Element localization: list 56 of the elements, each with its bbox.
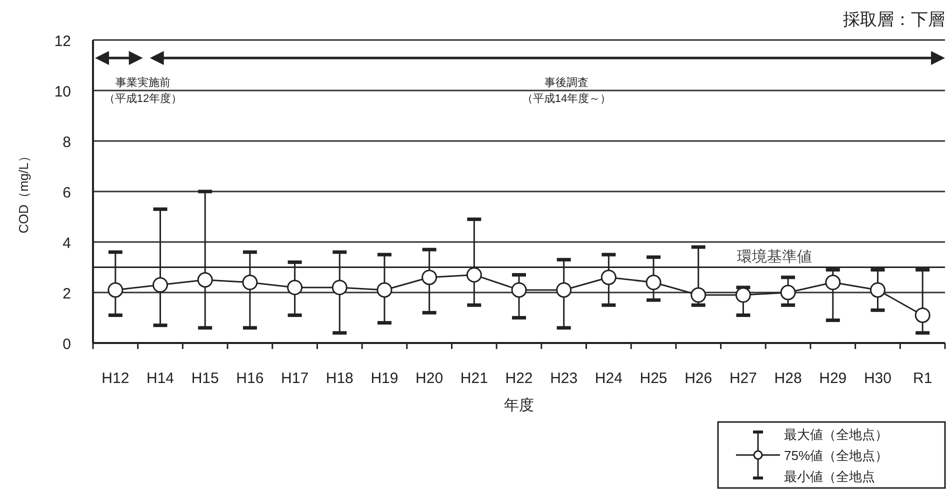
x-tick-label: H21	[460, 370, 488, 387]
y-tick-label: 8	[62, 134, 71, 151]
chart-title: 採取層：下層	[843, 10, 945, 29]
point	[287, 280, 303, 296]
x-tick-label: H14	[146, 370, 174, 387]
point	[242, 274, 258, 290]
x-tick-label: H25	[640, 370, 668, 387]
x-tick-label: R1	[912, 370, 932, 387]
x-axis-title: 年度	[504, 397, 534, 414]
x-tick-label: H27	[729, 370, 757, 387]
annotation: （平成12年度）	[104, 92, 182, 105]
point	[152, 277, 168, 293]
point	[466, 267, 482, 283]
annotation: 事業実施前	[116, 76, 170, 89]
point	[376, 282, 392, 298]
legend-label: 75%値（全地点）	[784, 448, 888, 463]
point	[870, 282, 886, 298]
y-tick-label: 2	[62, 286, 71, 302]
y-tick-label: 12	[54, 33, 71, 50]
y-tick-label: 4	[62, 235, 71, 252]
y-axis-title: COD（mg/L）	[16, 150, 31, 234]
x-tick-label: H24	[594, 370, 622, 387]
x-tick-label: H29	[819, 370, 847, 387]
y-tick-label: 10	[54, 84, 71, 100]
x-tick-label: H15	[191, 370, 219, 387]
x-tick-label: H26	[684, 370, 712, 387]
x-tick-label: H17	[281, 370, 309, 387]
x-tick-label: H18	[326, 370, 354, 387]
point	[690, 287, 706, 303]
x-tick-label: H23	[550, 370, 578, 387]
text: 最小値（全地点	[784, 469, 875, 484]
x-tick-label: H19	[370, 370, 398, 387]
point	[511, 282, 527, 298]
x-tick-label: H12	[102, 370, 130, 387]
point	[914, 307, 930, 323]
annotation: （平成14年度～）	[522, 92, 612, 105]
ref-line-label: 環境基準値	[737, 248, 812, 266]
x-tick-label: H30	[864, 370, 892, 387]
y-tick-label: 6	[62, 184, 71, 202]
x-tick-label: H22	[505, 370, 533, 387]
point	[646, 274, 662, 290]
point	[108, 282, 124, 298]
point	[780, 284, 796, 300]
y-tick-label: 0	[62, 336, 71, 353]
point	[556, 282, 572, 298]
x-tick-label: H20	[416, 370, 444, 387]
point	[332, 280, 348, 296]
point	[422, 270, 438, 286]
x-tick-label: H28	[774, 370, 802, 387]
point	[735, 287, 751, 303]
point	[197, 272, 213, 288]
x-tick-label: H16	[236, 370, 264, 387]
point	[825, 274, 841, 290]
text: 最大値（全地点）	[784, 427, 888, 442]
point	[600, 270, 616, 286]
annotation: 事後調査	[544, 76, 588, 89]
